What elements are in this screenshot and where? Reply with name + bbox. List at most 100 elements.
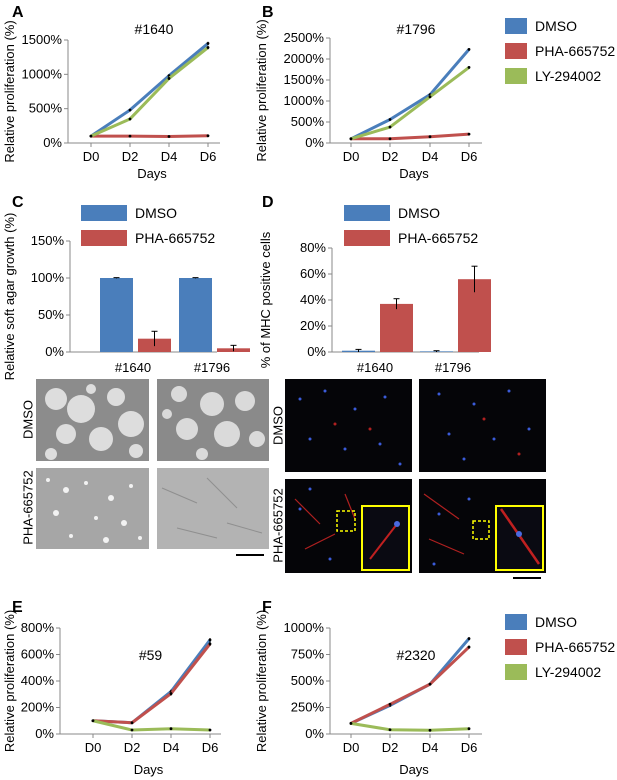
point-b-1-3 xyxy=(467,132,471,136)
y-tick-label-e-3: 600% xyxy=(21,647,55,662)
scale-bar-d xyxy=(513,577,541,579)
point-f-2-0 xyxy=(349,722,353,725)
point-b-1-2 xyxy=(428,135,432,139)
point-b-2-1 xyxy=(388,125,392,129)
x-tick-label-f-2: D4 xyxy=(422,740,439,755)
y-tick-label-a-1: 500% xyxy=(29,101,63,116)
legend-label-bottom-0: DMSO xyxy=(535,614,577,630)
point-b-2-3 xyxy=(467,66,471,69)
x-tick-label-e-3: D6 xyxy=(202,740,219,755)
chart-title-a: #1640 xyxy=(135,21,174,37)
micrograph-c-dmso-1796 xyxy=(157,379,269,461)
legend-swatch-c-0 xyxy=(81,205,127,221)
chart-title-f: #2320 xyxy=(397,647,436,663)
y-tick-label-f-4: 1000% xyxy=(284,620,325,635)
point-f-2-2 xyxy=(428,728,432,732)
legend-swatch-d-0 xyxy=(344,205,390,221)
chart-title-e: #59 xyxy=(139,647,163,663)
x-axis-label-a: Days xyxy=(137,166,167,181)
series-line-a-0 xyxy=(90,42,209,138)
y-tick-label-c-3: 150% xyxy=(31,233,65,248)
inset-box-small-1640 xyxy=(336,510,356,532)
y-tick-label-f-2: 500% xyxy=(291,673,325,688)
legend-label-bottom-2: LY-294002 xyxy=(535,664,601,680)
y-tick-label-f-0: 0% xyxy=(305,726,324,741)
series-line-b-1 xyxy=(351,132,470,141)
bar-c-0-0 xyxy=(100,278,133,352)
y-tick-label-f-1: 250% xyxy=(291,700,325,715)
y-tick-label-b-4: 2000% xyxy=(284,51,325,66)
x-tick-label-a-1: D2 xyxy=(122,149,139,164)
y-tick-label-b-0: 0% xyxy=(305,135,324,150)
legend-label-d-0: DMSO xyxy=(398,205,440,221)
series-line-b-0 xyxy=(350,48,471,141)
micrograph-d-dmso-1796 xyxy=(419,379,546,472)
point-b-1-1 xyxy=(388,137,392,141)
panel-label-F: F xyxy=(262,599,272,616)
y-axis-label-f: Relative proliferation (%) xyxy=(254,610,269,752)
legend-label-bottom-1: PHA-665752 xyxy=(535,639,615,655)
x-tick-label-f-0: D0 xyxy=(343,740,360,755)
series-line-e-2 xyxy=(92,719,211,732)
y-tick-label-d-4: 80% xyxy=(300,240,326,255)
x-tick-label-c-0: #1640 xyxy=(115,360,151,375)
legend-label-top-1: PHA-665752 xyxy=(535,43,615,59)
point-e-2-1 xyxy=(130,728,134,732)
legend-swatch-c-1 xyxy=(81,230,127,246)
y-axis-label-e: Relative proliferation (%) xyxy=(2,610,17,752)
x-tick-label-a-2: D4 xyxy=(161,149,178,164)
x-tick-label-b-2: D4 xyxy=(422,149,439,164)
micrograph-d-dmso-1640 xyxy=(285,379,412,472)
point-f-0-3 xyxy=(467,637,471,640)
legend-swatch-bottom-2 xyxy=(505,664,527,680)
x-tick-label-f-1: D2 xyxy=(382,740,399,755)
y-tick-label-d-2: 40% xyxy=(300,292,326,307)
x-tick-label-e-2: D4 xyxy=(163,740,180,755)
point-e-2-3 xyxy=(208,728,212,732)
y-tick-label-b-2: 1000% xyxy=(284,93,325,108)
y-tick-label-c-1: 50% xyxy=(38,307,64,322)
x-axis-label-e: Days xyxy=(134,762,164,777)
legend-swatch-bottom-0 xyxy=(505,614,527,630)
micrograph-d-pha-1640 xyxy=(285,479,412,573)
x-tick-label-d-0: #1640 xyxy=(357,360,393,375)
point-f-2-1 xyxy=(388,728,392,732)
point-a-0-3 xyxy=(206,42,210,45)
x-tick-label-b-0: D0 xyxy=(343,149,360,164)
point-a-2-1 xyxy=(128,117,132,121)
panel-label-D: D xyxy=(262,194,274,211)
point-a-2-3 xyxy=(206,46,210,49)
micrograph-c-pha-1640 xyxy=(36,468,149,549)
point-a-1-1 xyxy=(128,134,132,138)
panel-label-A: A xyxy=(12,4,24,21)
x-tick-label-b-1: D2 xyxy=(382,149,399,164)
y-tick-label-c-2: 100% xyxy=(31,270,65,285)
y-tick-label-e-1: 200% xyxy=(21,700,55,715)
point-e-2-2 xyxy=(169,727,173,731)
panel-label-C: C xyxy=(12,194,24,211)
x-tick-label-a-3: D6 xyxy=(200,149,217,164)
series-line-a-1 xyxy=(91,134,209,138)
legend-label-c-1: PHA-665752 xyxy=(135,230,215,246)
y-tick-label-b-1: 500% xyxy=(291,114,325,129)
x-tick-label-d-1: #1796 xyxy=(435,360,471,375)
legend-swatch-d-1 xyxy=(344,230,390,246)
y-tick-label-a-3: 1500% xyxy=(22,32,63,47)
row-label-d-dmso: DMSO xyxy=(270,406,286,445)
point-b-2-0 xyxy=(349,137,353,141)
panel-label-E: E xyxy=(12,599,23,616)
series-line-e-1 xyxy=(92,642,212,725)
bar-d-1-0 xyxy=(380,303,413,352)
point-a-0-1 xyxy=(128,108,132,112)
chart-title-b: #1796 xyxy=(397,21,436,37)
y-tick-label-e-2: 400% xyxy=(21,673,55,688)
legend-label-top-2: LY-294002 xyxy=(535,68,601,84)
micrograph-d-pha-1796 xyxy=(419,479,546,573)
legend-label-top-0: DMSO xyxy=(535,18,577,34)
point-b-0-1 xyxy=(388,118,392,121)
point-b-0-3 xyxy=(467,47,471,51)
y-tick-label-b-3: 1500% xyxy=(284,72,325,87)
y-tick-label-a-2: 1000% xyxy=(22,66,63,81)
y-tick-label-b-5: 2500% xyxy=(284,30,325,45)
y-axis-label-d: % of MHC positive cells xyxy=(258,231,273,368)
